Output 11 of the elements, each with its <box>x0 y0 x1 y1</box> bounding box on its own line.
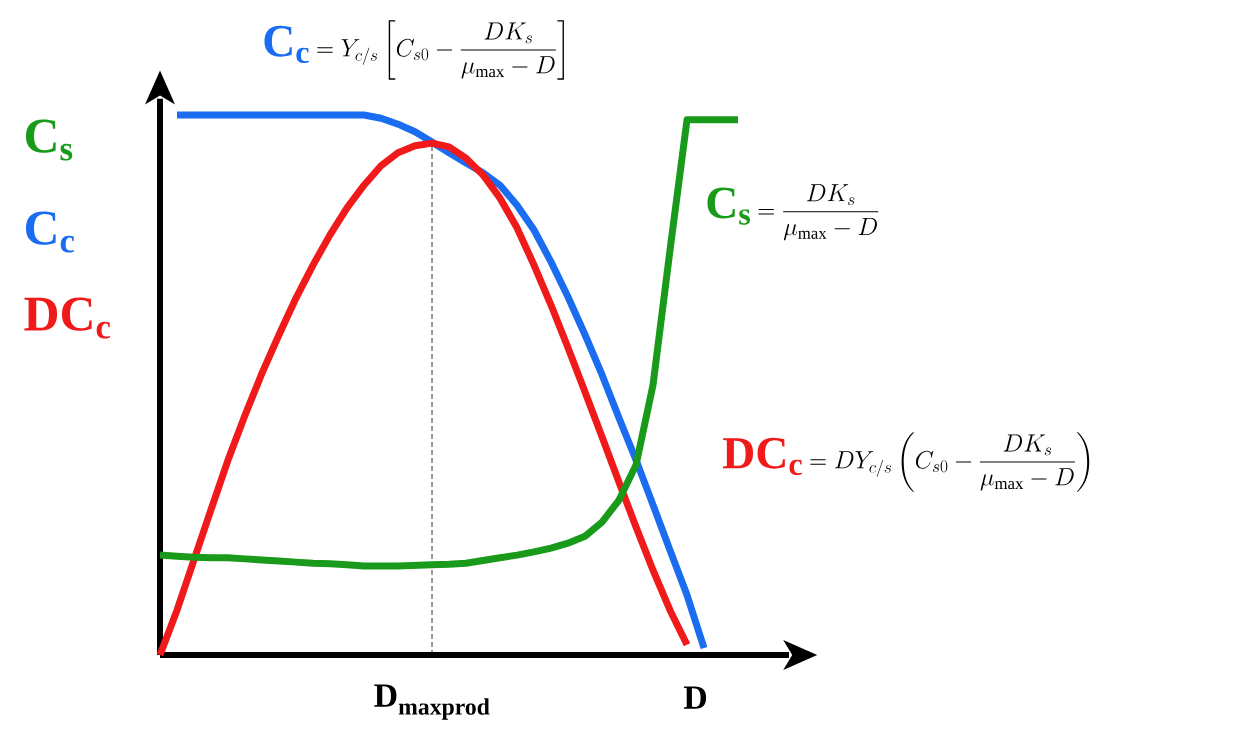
x-axis-title: D <box>683 686 707 709</box>
text: D$_{maxprod}$ <box>374 684 490 720</box>
text: C$_{s}$ <box>25 119 73 161</box>
text: DC$_{c}$ <box>723 437 802 476</box>
text: DC$_{c}$ <box>24 297 111 339</box>
series-label: C$_{c}$ <box>264 25 309 64</box>
text: $= Y_{c/s}\left[C_{s0}-\frac{DK_s}{\mu_{\max}-D}\right]$ <box>317 20 564 80</box>
series-label: C$_{s}$ <box>707 187 751 225</box>
text: C$_{c}$ <box>25 211 75 253</box>
text: $= DY_{c/s}\left(C_{s0}-\frac{DK_s}{\mu_{\max}-D}\right)$ <box>810 432 1090 492</box>
text: $= \frac{DK_s}{\mu_{\max}-D}$ <box>758 184 879 241</box>
